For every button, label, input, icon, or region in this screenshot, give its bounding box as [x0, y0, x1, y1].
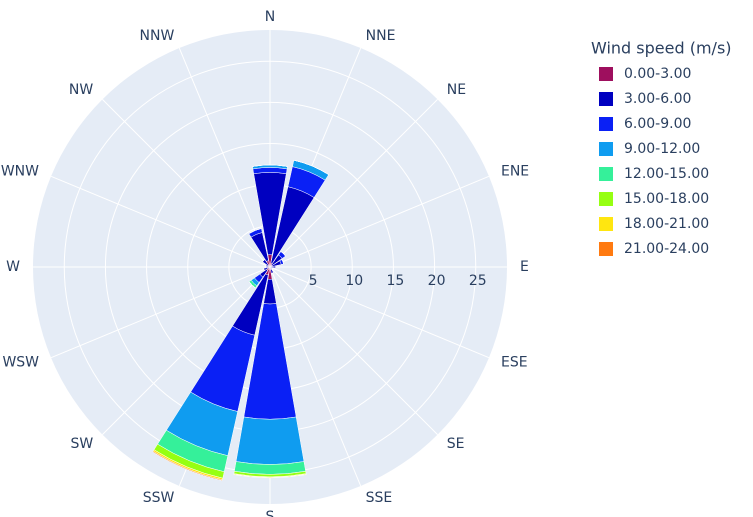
bar-segment	[293, 159, 329, 175]
legend-label: 0.00-3.00	[624, 66, 691, 82]
radial-tick-label: 25	[469, 273, 487, 289]
angular-grid-line	[269, 175, 490, 268]
angular-tick-label: ESE	[501, 355, 528, 371]
legend-title: Wind speed (m/s)	[591, 39, 732, 58]
legend-label: 3.00-6.00	[624, 91, 691, 107]
angular-tick-label: N	[265, 9, 275, 25]
angular-grid-line	[269, 99, 438, 268]
angular-tick-label: ENE	[501, 163, 529, 179]
bar-segment	[235, 416, 305, 465]
angular-tick-label: SSE	[366, 490, 393, 506]
legend-swatch	[599, 142, 613, 156]
legend-label: 15.00-18.00	[624, 191, 709, 207]
bar-segment	[248, 228, 262, 234]
legend-swatch	[599, 242, 613, 256]
bar-segment	[248, 281, 256, 289]
legend-label: 12.00-15.00	[624, 166, 709, 182]
angular-grid-line	[102, 266, 271, 435]
radial-tick-label: 10	[345, 273, 363, 289]
legend-label: 9.00-12.00	[624, 141, 700, 157]
bar-segment	[281, 259, 284, 265]
angular-grid-line	[269, 266, 362, 487]
legend-label: 21.00-24.00	[624, 241, 709, 257]
legend-swatch	[599, 67, 613, 81]
angular-tick-label: NE	[447, 82, 466, 98]
radial-tick-label: 20	[428, 273, 446, 289]
angular-tick-label: W	[6, 259, 20, 275]
legend-swatch	[599, 217, 613, 231]
angular-tick-label: SSW	[143, 490, 175, 506]
bar-segment	[271, 268, 273, 270]
radial-tick-label: 5	[309, 273, 318, 289]
angular-tick-label: NW	[69, 82, 93, 98]
angular-grid-line	[50, 175, 271, 268]
angular-tick-label: WNW	[1, 163, 39, 179]
angular-tick-label: SW	[70, 436, 93, 452]
angular-grid-line	[269, 266, 438, 435]
angular-tick-label: SE	[447, 436, 465, 452]
legend-swatch	[599, 192, 613, 206]
bar-segment	[152, 450, 223, 481]
angular-grid-line	[50, 266, 271, 359]
legend-label: 18.00-21.00	[624, 216, 709, 232]
angular-tick-label: NNE	[366, 28, 396, 44]
legend-swatch	[599, 167, 613, 181]
legend-label: 6.00-9.00	[624, 116, 691, 132]
angular-grid-line	[269, 266, 490, 359]
angular-tick-label: E	[520, 259, 529, 275]
angular-tick-label: NNW	[140, 28, 175, 44]
legend-swatch	[599, 92, 613, 106]
angular-tick-label: S	[266, 509, 275, 517]
radial-tick-label: 15	[387, 273, 405, 289]
angular-grid-line	[102, 99, 271, 268]
angular-tick-label: WSW	[2, 355, 39, 371]
legend-swatch	[599, 117, 613, 131]
